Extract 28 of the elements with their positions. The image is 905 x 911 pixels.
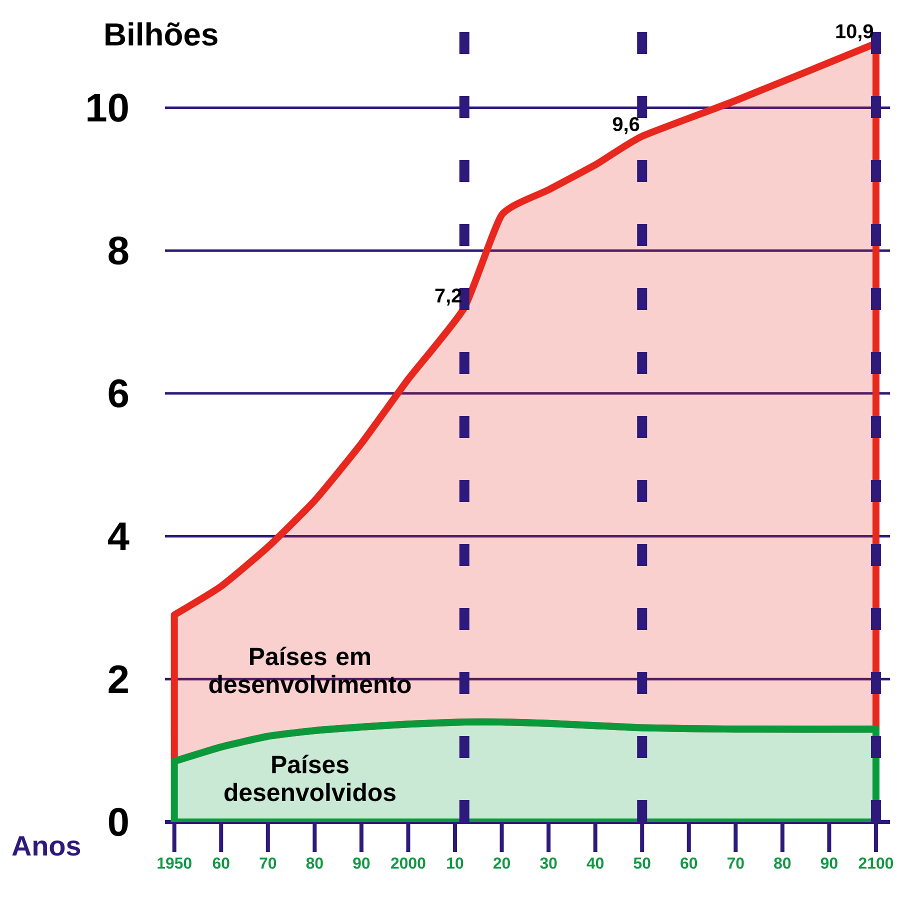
x-tick-label: 20 [493, 858, 510, 869]
x-tick-label: 90 [353, 858, 370, 869]
x-tick-label: 30 [540, 858, 557, 869]
x-tick-label: 80 [306, 858, 323, 869]
x-tick-label: 60 [212, 858, 230, 869]
y-tick-label: 10 [88, 94, 128, 122]
x-tick-label: 1950 [158, 858, 192, 869]
x-tick-label: 50 [634, 858, 650, 869]
y-axis-title: Bilhões [106, 22, 218, 46]
x-tick-label: 40 [586, 858, 604, 869]
total-label: 10,9 [836, 24, 874, 42]
y-tick-label: 0 [108, 808, 128, 836]
x-tick-label: 70 [260, 858, 276, 869]
x-tick-label: 10 [447, 858, 464, 869]
series-label: Países em desenvolvimento [209, 646, 411, 694]
x-tick-label: 60 [680, 858, 698, 869]
x-tick-label: 90 [820, 858, 838, 869]
y-tick-label: 6 [108, 379, 128, 408]
y-tick-label: 4 [108, 522, 130, 550]
x-axis-title: Anos [12, 836, 80, 856]
x-tick-label: 2000 [391, 858, 426, 869]
y-tick-label: 2 [108, 665, 128, 694]
total-label: 9,6 [612, 117, 640, 134]
x-tick-label: 2100 [858, 858, 894, 869]
series-label: Países desenvolvidos [224, 754, 396, 802]
y-tick-label: 8 [108, 236, 128, 265]
x-tick-label: 70 [727, 858, 744, 869]
x-tick-label: 80 [774, 858, 791, 869]
